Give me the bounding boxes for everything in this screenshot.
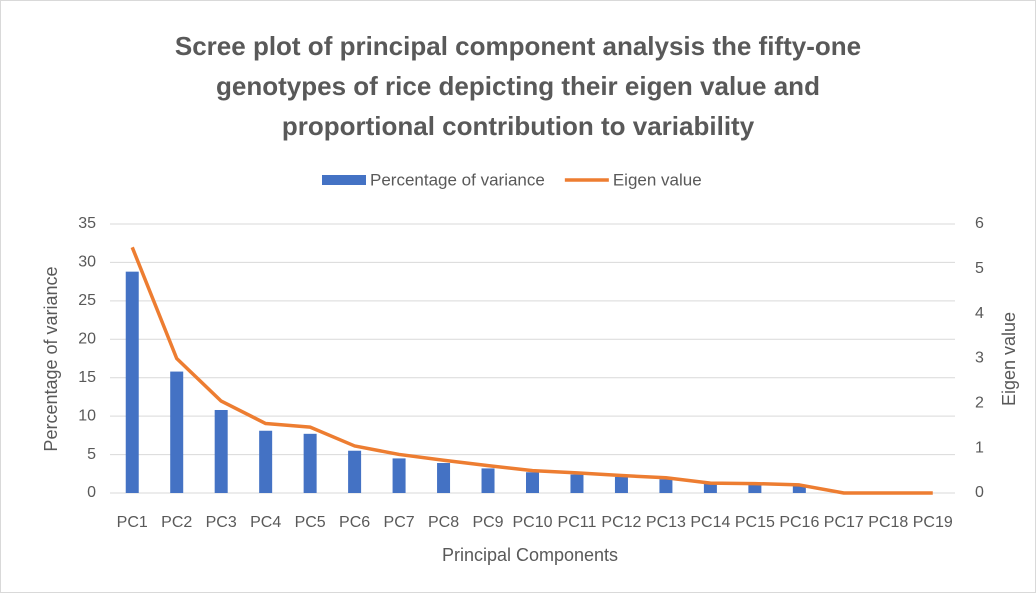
x-tick-label: PC6 [339, 514, 370, 531]
y-tick-label: 20 [78, 331, 96, 348]
y2-tick-label: 0 [975, 484, 984, 501]
bar [614, 476, 628, 493]
x-tick-label: PC2 [161, 514, 192, 531]
chart-title: Scree plot of principal component analys… [175, 31, 861, 141]
y-tick-label: 35 [78, 215, 96, 232]
chart-title-line: genotypes of rice depicting their eigen … [216, 71, 820, 101]
bar [392, 458, 406, 493]
legend-swatch [322, 175, 366, 185]
x-tick-label: PC7 [384, 514, 415, 531]
y2-tick-label: 1 [975, 439, 984, 456]
bar [303, 433, 317, 493]
y2-tick-label: 2 [975, 395, 984, 412]
bar [792, 485, 806, 493]
y2-tick-label: 3 [975, 350, 984, 367]
x-tick-label: PC18 [868, 514, 908, 531]
x-tick-label: PC11 [558, 514, 597, 531]
bar [259, 430, 273, 493]
x-tick-label: PC4 [250, 514, 281, 531]
chart-title-line: Scree plot of principal component analys… [175, 31, 861, 61]
bar [748, 484, 762, 493]
legend-label: Percentage of variance [370, 170, 545, 189]
x-tick-label: PC16 [779, 514, 819, 531]
x-tick-label: PC12 [601, 514, 641, 531]
y2-tick-label: 4 [975, 305, 984, 322]
bar [125, 271, 139, 493]
y2-axis-label: Eigen value [999, 312, 1019, 406]
y2-tick-label: 6 [975, 215, 984, 232]
x-tick-label: PC10 [512, 514, 552, 531]
x-tick-label: PC3 [206, 514, 237, 531]
bar [703, 483, 717, 493]
x-axis-label: Principal Components [442, 545, 618, 565]
y-tick-label: 0 [87, 484, 96, 501]
y-tick-label: 10 [78, 407, 96, 424]
legend-label: Eigen value [613, 170, 702, 189]
bar [526, 472, 539, 493]
bar [659, 479, 673, 493]
x-tick-label: PC9 [472, 514, 503, 531]
line [130, 246, 933, 495]
y-tick-label: 25 [78, 292, 96, 309]
bar [437, 463, 451, 493]
x-tick-label: PC8 [428, 514, 459, 531]
x-tick-label: PC15 [735, 514, 775, 531]
bar [348, 450, 362, 493]
y2-tick-label: 5 [975, 260, 984, 277]
x-tick-label: PC13 [646, 514, 686, 531]
x-tick-label: PC19 [913, 514, 953, 531]
y-tick-label: 5 [87, 446, 96, 463]
y-axis-label: Percentage of variance [41, 266, 61, 451]
chart-title-line: proportional contribution to variability [282, 111, 755, 141]
x-tick-label: PC17 [824, 514, 864, 531]
x-tick-label: PC1 [117, 514, 148, 531]
x-tick-label: PC14 [690, 514, 730, 531]
bar [214, 409, 228, 493]
y-tick-label: 30 [78, 254, 96, 271]
x-tick-label: PC5 [295, 514, 326, 531]
y-tick-label: 15 [78, 369, 96, 386]
bar [481, 468, 495, 493]
bar [170, 371, 184, 493]
bar [570, 474, 584, 493]
